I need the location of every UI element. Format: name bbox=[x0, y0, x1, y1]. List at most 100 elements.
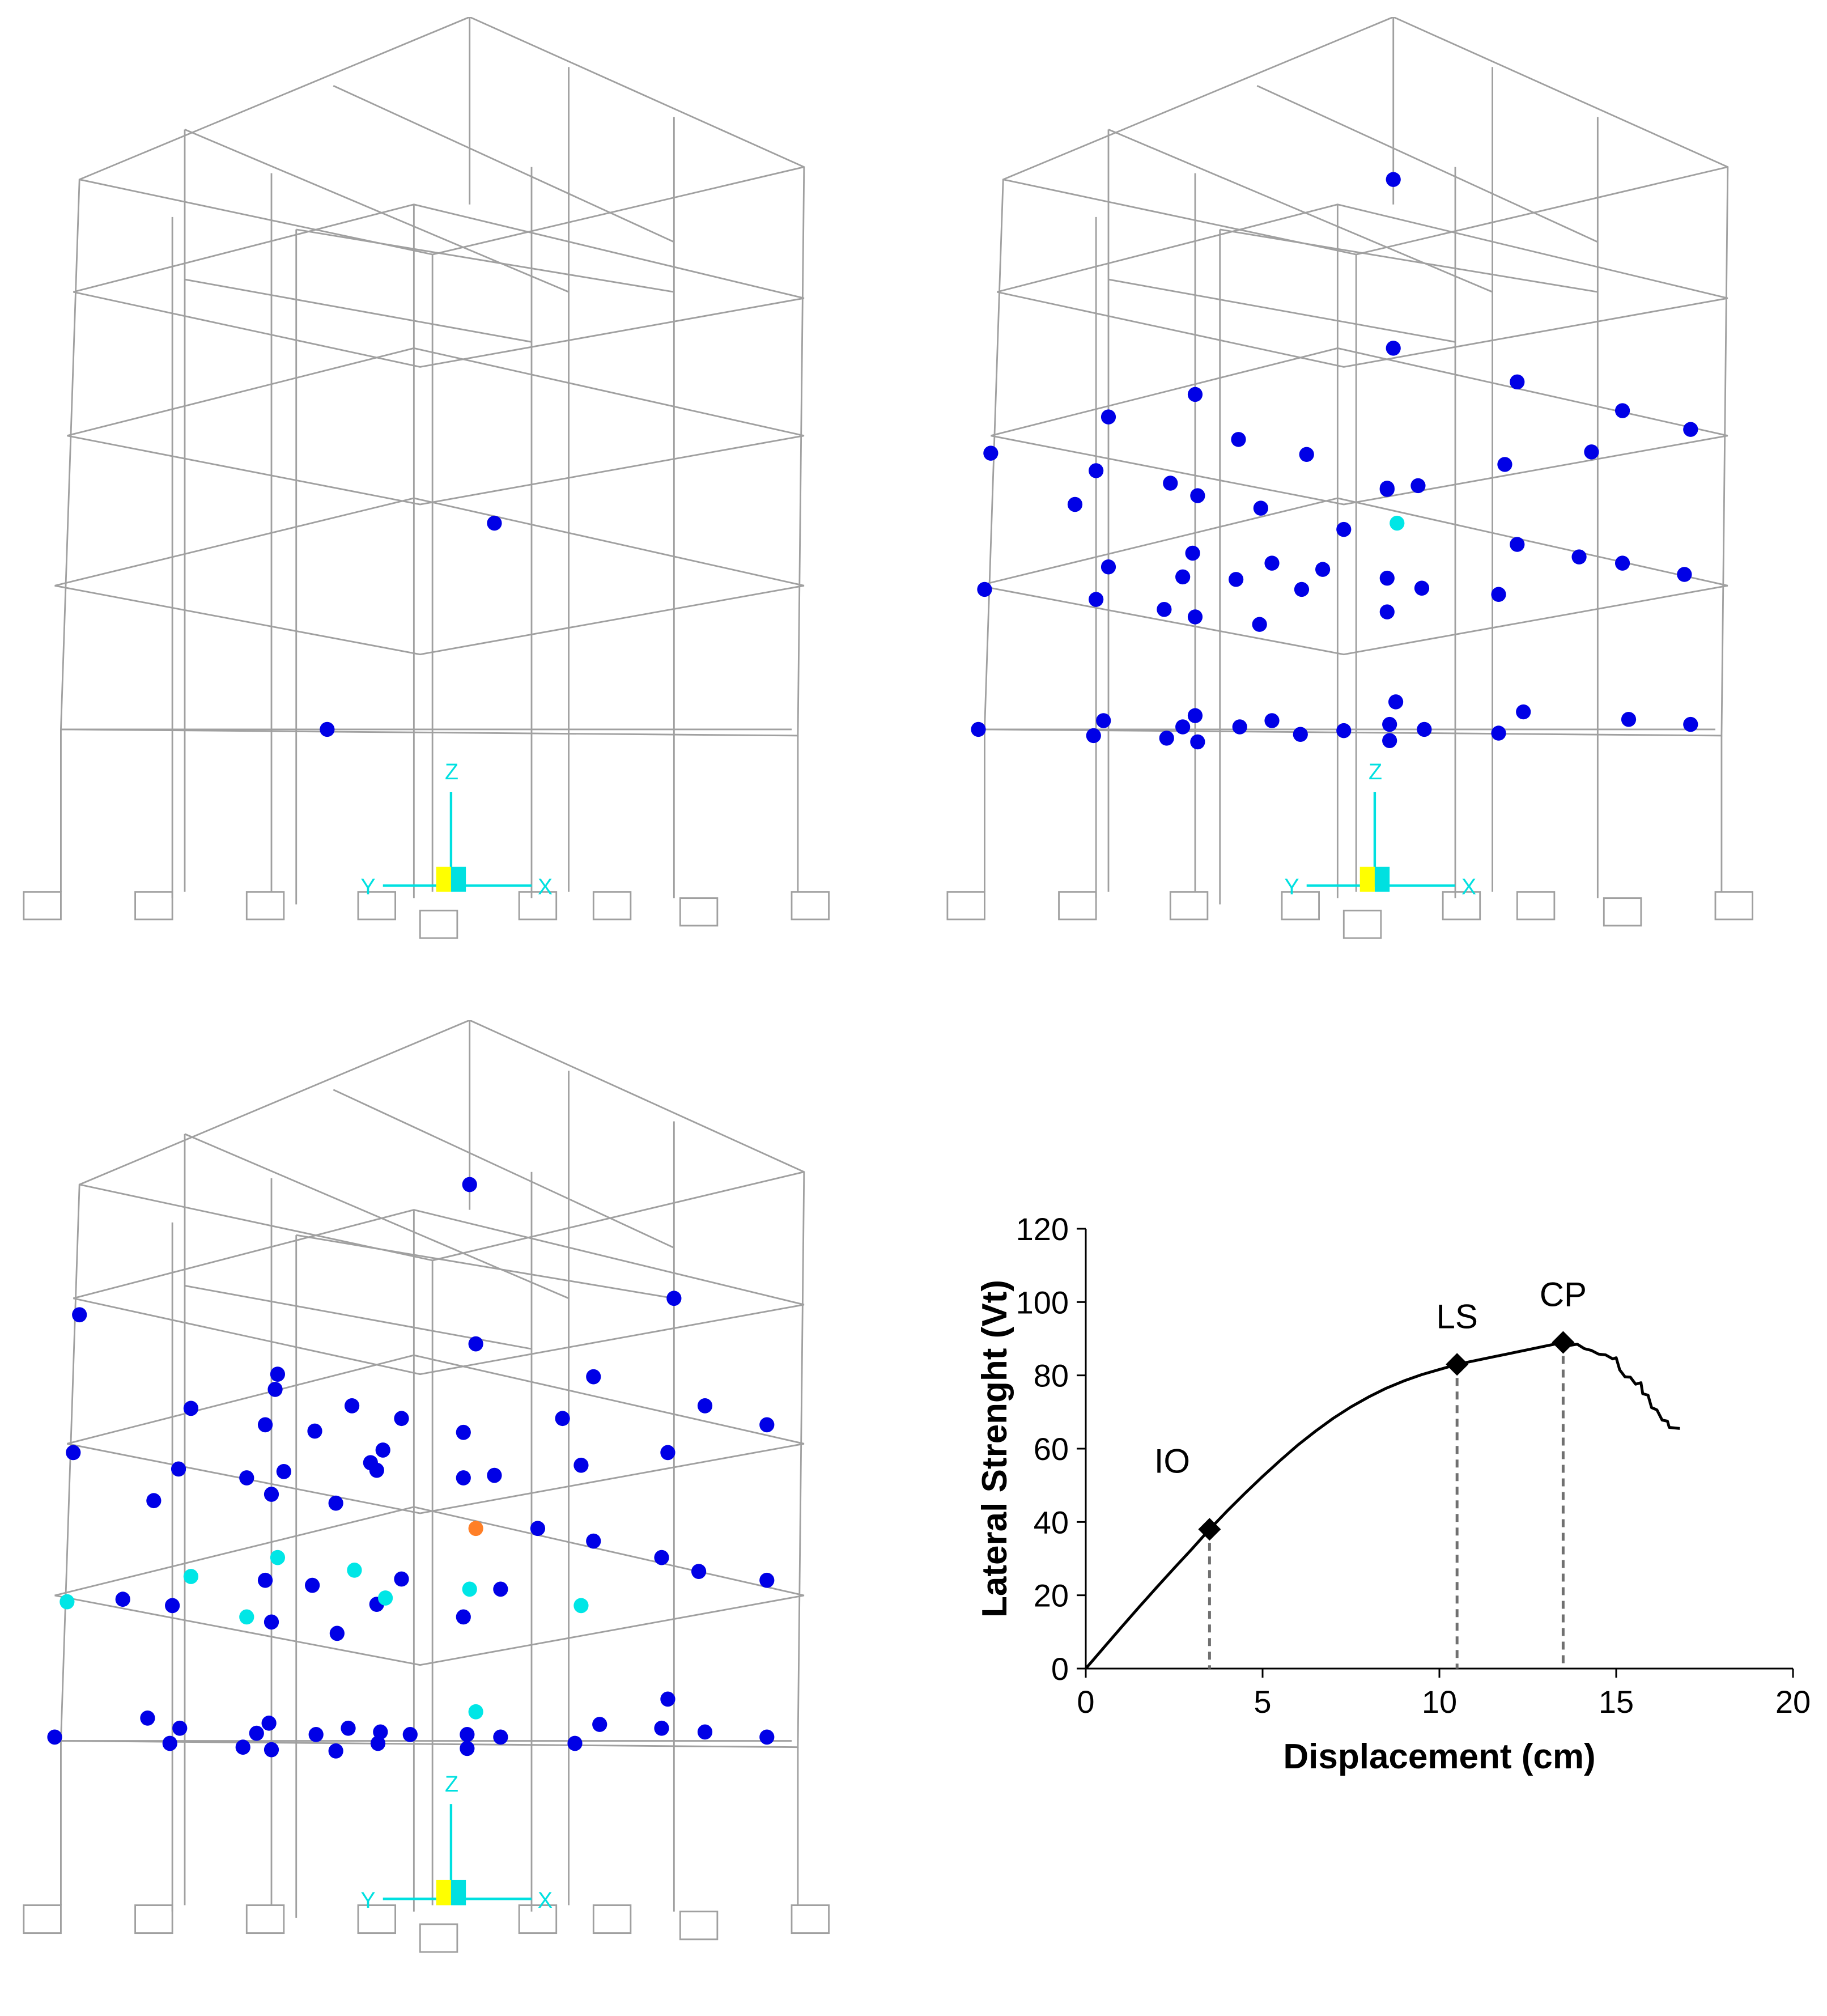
hinge-io bbox=[1584, 444, 1599, 460]
plastic-hinges bbox=[320, 515, 502, 737]
frame-model-step-3: Z X Y bbox=[23, 1020, 830, 1953]
y-tick-label: 120 bbox=[1016, 1211, 1069, 1247]
hinge-io bbox=[1067, 496, 1083, 512]
hinge-io bbox=[1187, 708, 1203, 723]
hinge-ls bbox=[347, 1563, 362, 1578]
plastic-hinges bbox=[971, 172, 1698, 750]
hinge-io bbox=[264, 1487, 279, 1502]
hinge-io bbox=[239, 1470, 254, 1486]
hinge-io bbox=[759, 1417, 775, 1433]
hinge-io bbox=[592, 1717, 607, 1732]
hinge-io bbox=[1294, 582, 1310, 597]
hinge-io bbox=[235, 1739, 250, 1755]
hinge-ls bbox=[573, 1598, 589, 1614]
hinge-io bbox=[759, 1729, 775, 1745]
hinge-io bbox=[1187, 387, 1203, 402]
frame-wireframe bbox=[946, 17, 1753, 939]
hinge-io bbox=[1683, 716, 1698, 732]
hinge-io bbox=[493, 1729, 508, 1745]
hinge-io bbox=[1677, 567, 1692, 582]
hinge-io bbox=[261, 1715, 277, 1731]
y-tick-label: 80 bbox=[1034, 1358, 1069, 1394]
hinge-io bbox=[1089, 592, 1104, 607]
hinge-io bbox=[1683, 422, 1698, 437]
hinge-io bbox=[654, 1720, 669, 1736]
hinge-ls bbox=[468, 1704, 483, 1720]
hinge-io bbox=[555, 1411, 570, 1427]
hinge-io bbox=[567, 1735, 583, 1751]
hinge-io bbox=[1253, 500, 1268, 516]
hinge-io bbox=[983, 445, 999, 461]
hinge-io bbox=[1229, 572, 1244, 587]
hinge-io bbox=[66, 1445, 81, 1461]
performance-point-marker bbox=[1446, 1353, 1469, 1376]
hinge-io bbox=[460, 1741, 475, 1756]
hinge-io bbox=[1571, 549, 1587, 565]
x-tick-label: 10 bbox=[1422, 1684, 1457, 1720]
hinge-io bbox=[341, 1720, 356, 1736]
hinge-io bbox=[1096, 713, 1111, 728]
hinge-io bbox=[1621, 712, 1637, 727]
hinge-io bbox=[276, 1464, 291, 1479]
hinge-io bbox=[171, 1461, 186, 1477]
performance-point-label: CP bbox=[1540, 1275, 1587, 1313]
hinge-io bbox=[660, 1445, 675, 1461]
x-tick-label: 5 bbox=[1254, 1684, 1271, 1720]
hinge-ls bbox=[239, 1609, 254, 1625]
hinge-ls bbox=[462, 1581, 477, 1597]
x-axis-label: X bbox=[538, 1888, 553, 1913]
hinge-io bbox=[305, 1577, 320, 1593]
y-tick-label: 0 bbox=[1051, 1651, 1069, 1687]
hinge-io bbox=[47, 1729, 62, 1745]
hinge-io bbox=[162, 1735, 177, 1751]
hinge-io bbox=[971, 721, 986, 737]
hinge-io bbox=[249, 1725, 264, 1741]
frame-wireframe bbox=[23, 1020, 830, 1953]
hinge-io bbox=[1175, 719, 1191, 735]
hinge-io bbox=[1497, 457, 1512, 472]
hinge-io bbox=[344, 1398, 360, 1414]
hinge-io bbox=[1379, 481, 1395, 496]
hinge-io bbox=[1510, 374, 1525, 390]
hinge-io bbox=[1410, 478, 1426, 494]
frame-wireframe bbox=[23, 17, 830, 939]
hinge-io bbox=[1086, 728, 1101, 744]
hinge-io bbox=[697, 1724, 713, 1740]
hinge-io bbox=[759, 1572, 775, 1588]
performance-point-label: IO bbox=[1154, 1442, 1190, 1480]
hinge-io bbox=[1187, 609, 1203, 625]
hinge-io bbox=[307, 1423, 322, 1439]
hinge-io bbox=[1232, 719, 1247, 735]
performance-point-marker bbox=[1198, 1518, 1221, 1541]
hinge-io bbox=[1516, 704, 1531, 720]
hinge-io bbox=[1293, 727, 1308, 742]
hinge-io bbox=[1491, 725, 1506, 741]
x-tick-label: 15 bbox=[1599, 1684, 1634, 1720]
hinge-ls bbox=[60, 1594, 75, 1610]
hinge-io bbox=[1264, 555, 1280, 571]
z-axis-label: Z bbox=[1369, 759, 1382, 784]
hinge-io bbox=[257, 1417, 273, 1433]
hinge-io bbox=[1510, 537, 1525, 552]
hinge-io bbox=[1382, 716, 1397, 732]
hinge-io bbox=[308, 1727, 324, 1742]
hinge-io bbox=[1336, 723, 1352, 739]
hinge-io bbox=[586, 1369, 601, 1385]
plot-area: 0 20 40 60 80 100 120 0 5 10 15 20 Displacement (cm)… bbox=[975, 1211, 1811, 1776]
hinge-io bbox=[573, 1457, 589, 1473]
axis-triad: Z X Y bbox=[360, 759, 553, 899]
hinge-io bbox=[1175, 569, 1191, 585]
hinge-io bbox=[462, 1177, 477, 1192]
hinge-ls bbox=[1390, 515, 1405, 531]
hinge-io bbox=[697, 1398, 713, 1414]
hinge-io bbox=[977, 582, 992, 597]
hinge-io bbox=[654, 1550, 669, 1565]
hinge-io bbox=[369, 1462, 384, 1478]
hinge-io bbox=[586, 1533, 601, 1549]
hinge-ls bbox=[183, 1569, 199, 1584]
hinge-io bbox=[1379, 604, 1395, 619]
hinge-io bbox=[1417, 721, 1432, 737]
hinge-io bbox=[402, 1727, 418, 1742]
z-axis-label: Z bbox=[445, 1771, 458, 1796]
hinge-io bbox=[1185, 545, 1200, 561]
